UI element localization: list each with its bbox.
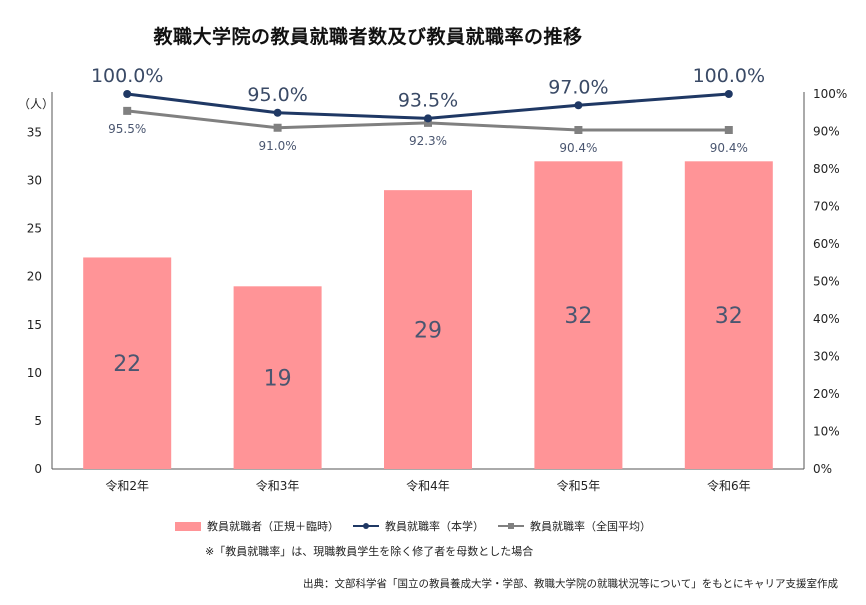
legend-item-rate-national: 教員就職率（全国平均） [498, 518, 651, 534]
left-axis-tick-label: 15 [27, 318, 42, 332]
chart-title: 教職大学院の教員就職者数及び教員就職率の推移 [153, 26, 583, 48]
rate-national-label: 92.3% [409, 134, 447, 148]
rate-national-point [123, 106, 132, 115]
right-axis-tick-label: 60% [813, 237, 840, 251]
legend-label-rate-self: 教員就職率（本学） [385, 520, 484, 533]
right-axis-tick-label: 70% [813, 200, 840, 214]
x-axis-tick-label: 令和6年 [707, 478, 751, 493]
rate-self-label: 100.0% [693, 65, 765, 87]
right-axis-tick-label: 50% [813, 275, 840, 289]
bar-value-label: 29 [414, 319, 442, 344]
right-axis-tick-label: 0% [813, 462, 832, 476]
x-axis-tick-label: 令和2年 [105, 478, 149, 493]
right-axis-tick-label: 30% [813, 350, 840, 364]
rate-national-point [424, 118, 432, 127]
bar [384, 190, 472, 469]
left-axis-tick-label: 10 [27, 366, 42, 380]
right-axis-tick-label: 10% [813, 425, 840, 439]
rate-self-point [574, 101, 583, 110]
legend-item-rate-self: 教員就職率（本学） [353, 518, 484, 534]
rate-self-point [123, 90, 132, 98]
rate-self-label: 97.0% [548, 76, 608, 98]
legend-item-bar: 教員就職者（正規＋臨時） [175, 518, 339, 534]
rate-national-label: 90.4% [710, 141, 748, 155]
bar [684, 161, 773, 470]
left-axis-tick-label: 25 [27, 222, 42, 236]
right-axis-tick-label: 40% [813, 312, 840, 326]
left-axis-tick-label: 20 [27, 270, 42, 284]
legend-label-bar: 教員就職者（正規＋臨時） [207, 520, 339, 533]
footnote: ※「教員就職率」は、現職教員学生を除く修了者を母数とした場合 [205, 545, 534, 558]
legend-label-rate-national: 教員就職率（全国平均） [530, 520, 651, 533]
bar [83, 257, 172, 469]
left-axis-tick-label: 35 [27, 125, 42, 139]
bar-value-label: 19 [264, 367, 292, 392]
bar [534, 161, 623, 470]
rate-self-label: 93.5% [398, 89, 458, 111]
right-axis-tick-label: 90% [813, 125, 840, 139]
right-axis-tick-label: 80% [813, 162, 840, 176]
legend-swatch-rate-national [498, 523, 524, 529]
legend-swatch-rate-self [353, 523, 379, 529]
rate-self-label: 100.0% [91, 65, 163, 87]
left-axis-tick-label: 30 [27, 174, 42, 188]
rate-self-point [273, 108, 282, 117]
bar-value-label: 22 [113, 352, 141, 377]
legend-swatch-bar [175, 521, 201, 531]
rate-self-label: 95.0% [247, 84, 307, 106]
right-axis-tick-label: 100% [813, 87, 847, 101]
bar [233, 286, 322, 469]
source-credit: 出典：文部科学省「国立の教員養成大学・学部、教職大学院の就職状況等について」をも… [303, 578, 838, 590]
x-axis-tick-label: 令和4年 [406, 478, 450, 493]
rate-national-label: 95.5% [108, 122, 146, 136]
rate-national-point [724, 126, 733, 134]
x-axis-tick-label: 令和3年 [256, 478, 300, 493]
left-axis-tick-label: 5 [34, 414, 42, 428]
legend: 教員就職者（正規＋臨時） 教員就職率（本学） 教員就職率（全国平均） [175, 518, 665, 534]
right-axis-tick-label: 20% [813, 387, 840, 401]
x-axis-tick-label: 令和5年 [557, 478, 601, 493]
bar-value-label: 32 [715, 304, 743, 329]
rate-national-point [273, 123, 282, 132]
rate-national-label: 91.0% [259, 139, 297, 153]
left-axis-unit: （人） [18, 97, 54, 111]
bar-value-label: 32 [564, 304, 592, 329]
rate-self-point [724, 90, 733, 98]
rate-national-point [574, 126, 583, 134]
rate-national-label: 90.4% [559, 141, 597, 155]
rate-self-point [424, 114, 432, 123]
left-axis-tick-label: 0 [34, 462, 42, 476]
